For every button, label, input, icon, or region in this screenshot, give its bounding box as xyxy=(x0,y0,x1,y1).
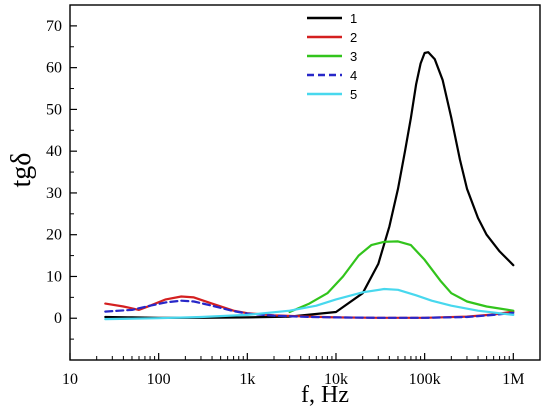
y-tick-label: 60 xyxy=(46,60,62,77)
y-tick-label: 70 xyxy=(46,18,62,35)
y-tick-label: 10 xyxy=(46,268,62,285)
legend-label-1: 1 xyxy=(350,11,357,26)
legend: 1 2 3 4 5 xyxy=(307,11,357,102)
plot-area xyxy=(69,4,541,361)
x-tick-label: 100 xyxy=(147,371,171,388)
x-tick-label: 10k xyxy=(324,371,348,388)
plot-frame xyxy=(69,4,541,361)
y-tick-label: 40 xyxy=(46,143,62,160)
series-5-line xyxy=(104,287,515,321)
y-tick-label: 30 xyxy=(46,185,62,202)
x-tick-label: 1M xyxy=(502,371,524,388)
y-axis-label: tgδ xyxy=(6,153,37,188)
x-tick-label: 100k xyxy=(409,371,441,388)
y-tick-label: 0 xyxy=(54,310,62,327)
series-1-line xyxy=(104,51,515,319)
x-axis-label: f, Hz xyxy=(301,382,349,408)
legend-label-2: 2 xyxy=(350,30,357,45)
axis-ticks: 10 100 1k 10k 100k 1M 0 10 20 30 40 50 60 70 xyxy=(46,18,524,388)
legend-label-4: 4 xyxy=(350,68,357,83)
series-group xyxy=(104,51,515,321)
legend-label-5: 5 xyxy=(350,87,357,102)
y-tick-label: 50 xyxy=(46,101,62,118)
x-tick-label: 1k xyxy=(239,371,255,388)
legend-label-3: 3 xyxy=(350,49,357,64)
y-tick-label: 20 xyxy=(46,227,62,244)
series-4-line xyxy=(104,299,515,319)
x-tick-label: 10 xyxy=(62,371,78,388)
series-3-line xyxy=(288,240,515,314)
